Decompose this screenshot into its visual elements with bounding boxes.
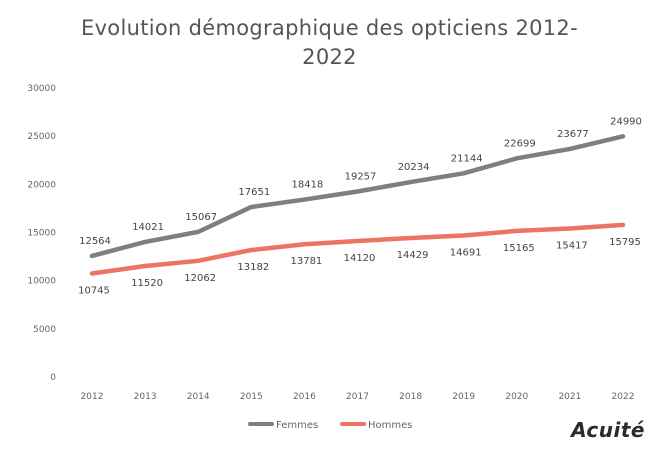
data-label: 12062 bbox=[184, 273, 216, 284]
data-label: 13182 bbox=[237, 262, 269, 273]
data-point bbox=[143, 240, 147, 244]
chart-title-line-2: 2022 bbox=[302, 45, 357, 69]
y-tick-label: 15000 bbox=[27, 229, 56, 239]
data-label: 14021 bbox=[132, 222, 164, 233]
data-point bbox=[90, 254, 94, 258]
data-label: 24990 bbox=[610, 116, 642, 127]
data-label: 12564 bbox=[79, 236, 111, 247]
x-tick-label: 2016 bbox=[293, 392, 316, 402]
data-point bbox=[409, 236, 413, 240]
data-point bbox=[515, 156, 519, 160]
data-label: 11520 bbox=[131, 278, 163, 289]
data-label: 14429 bbox=[397, 250, 429, 261]
data-point bbox=[462, 171, 466, 175]
data-label: 15067 bbox=[185, 212, 217, 223]
data-label: 17651 bbox=[238, 187, 270, 198]
x-tick-label: 2015 bbox=[240, 392, 263, 402]
data-point bbox=[302, 198, 306, 202]
y-tick-label: 10000 bbox=[27, 277, 56, 287]
data-label: 20234 bbox=[398, 162, 430, 173]
data-label: 15165 bbox=[503, 243, 535, 254]
chart-title: Evolution démographique des opticiens 20… bbox=[0, 14, 659, 72]
data-label: 21144 bbox=[451, 153, 483, 164]
data-label: 19257 bbox=[345, 171, 377, 182]
y-tick-label: 20000 bbox=[27, 180, 56, 190]
data-label: 10745 bbox=[78, 285, 110, 296]
data-point bbox=[568, 226, 572, 230]
data-label: 22699 bbox=[504, 138, 536, 149]
data-point bbox=[462, 233, 466, 237]
y-tick-label: 5000 bbox=[33, 325, 56, 335]
data-point bbox=[356, 239, 359, 243]
data-label: 18418 bbox=[291, 180, 323, 191]
legend-label-hommes: Hommes bbox=[368, 420, 412, 431]
data-point bbox=[302, 242, 306, 246]
data-point bbox=[196, 259, 200, 263]
series-line-hommes bbox=[89, 222, 626, 276]
data-point bbox=[249, 205, 253, 209]
data-point bbox=[409, 180, 413, 184]
data-point bbox=[356, 189, 359, 193]
data-point bbox=[515, 229, 519, 233]
data-point bbox=[621, 223, 625, 227]
x-tick-label: 2022 bbox=[612, 392, 635, 402]
series-line-femmes bbox=[89, 134, 626, 259]
data-label: 13781 bbox=[290, 256, 322, 267]
data-label: 14120 bbox=[344, 253, 376, 264]
data-point bbox=[196, 230, 200, 234]
x-tick-label: 2012 bbox=[81, 392, 104, 402]
chart-title-line-1: Evolution démographique des opticiens 20… bbox=[81, 16, 578, 40]
data-label: 14691 bbox=[450, 247, 482, 258]
x-tick-label: 2020 bbox=[505, 392, 528, 402]
data-point bbox=[90, 271, 94, 275]
x-tick-label: 2018 bbox=[399, 392, 422, 402]
x-tick-label: 2017 bbox=[346, 392, 369, 402]
x-tick-label: 2019 bbox=[452, 392, 475, 402]
data-label: 15795 bbox=[609, 237, 641, 248]
data-point bbox=[249, 248, 253, 252]
y-tick-label: 0 bbox=[50, 373, 56, 383]
data-point bbox=[621, 134, 625, 138]
data-point bbox=[143, 264, 147, 268]
data-label: 15417 bbox=[556, 240, 588, 251]
x-tick-label: 2014 bbox=[187, 392, 210, 402]
acuite-logo: Acuité bbox=[571, 418, 645, 442]
x-tick-label: 2021 bbox=[558, 392, 581, 402]
y-tick-label: 30000 bbox=[27, 84, 56, 94]
legend-label-femmes: Femmes bbox=[276, 420, 318, 431]
data-point bbox=[568, 147, 572, 151]
y-tick-label: 25000 bbox=[27, 132, 56, 142]
data-label: 23677 bbox=[557, 129, 589, 140]
x-tick-label: 2013 bbox=[134, 392, 157, 402]
